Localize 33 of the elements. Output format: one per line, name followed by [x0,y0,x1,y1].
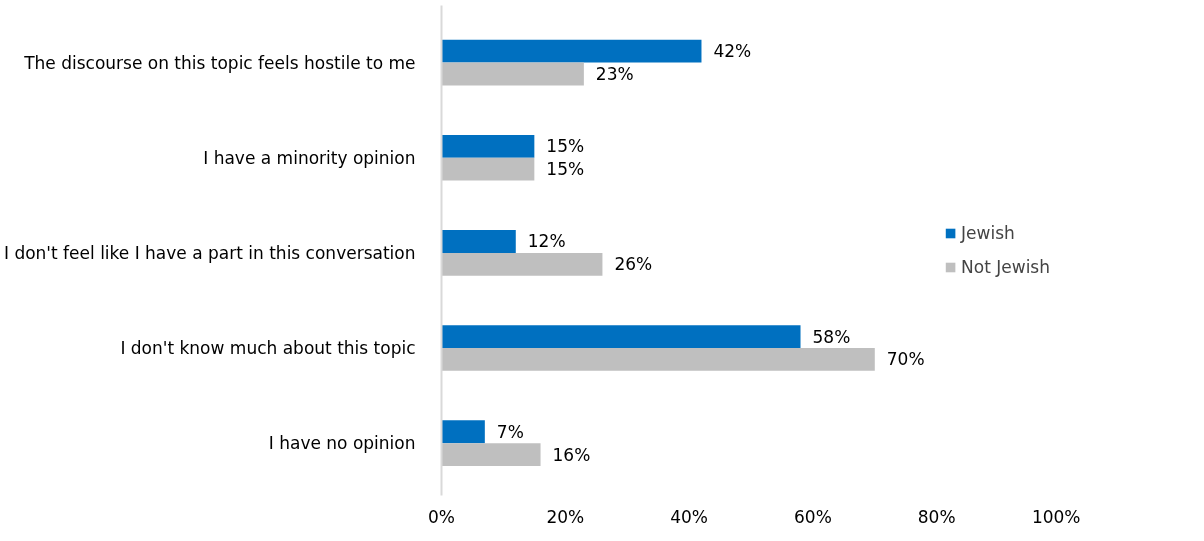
bar [441,134,535,158]
bar [441,230,516,253]
x-tick-label: 0% [428,506,455,527]
x-tick-label: 40% [670,506,708,527]
y-tick-label: I don't feel like I have a part in this conversation [3,242,416,263]
x-tick-label: 80% [917,506,956,527]
y-tick-label: I have no opinion [268,433,416,454]
data-label: 7% [496,421,524,442]
data-label: 15% [546,159,585,180]
legend-label: Not Jewish [961,257,1050,277]
bar [441,39,702,63]
x-tick-label: 60% [794,506,832,527]
x-tick-label: 100% [1031,506,1081,527]
bar [441,157,535,181]
y-tick-label: The discourse on this topic feels hostile to me [23,52,416,73]
bar [441,325,801,349]
bar [441,443,541,466]
bar [441,348,875,371]
x-tick-label: 20% [546,506,585,527]
data-label: 58% [812,326,851,347]
data-label: 42% [713,41,752,62]
data-label: 23% [595,64,634,84]
data-label: 16% [552,444,591,465]
y-tick-label: I don't know much about this topic [120,338,416,359]
legend-label: Jewish [961,223,1015,243]
bar [441,420,485,444]
bar [441,62,584,86]
data-label: 26% [614,254,653,275]
data-label: 12% [527,231,566,252]
y-tick-label: I have a minority opinion [203,147,416,168]
data-label: 70% [886,349,925,370]
bar [441,252,603,276]
data-label: 15% [546,136,585,157]
